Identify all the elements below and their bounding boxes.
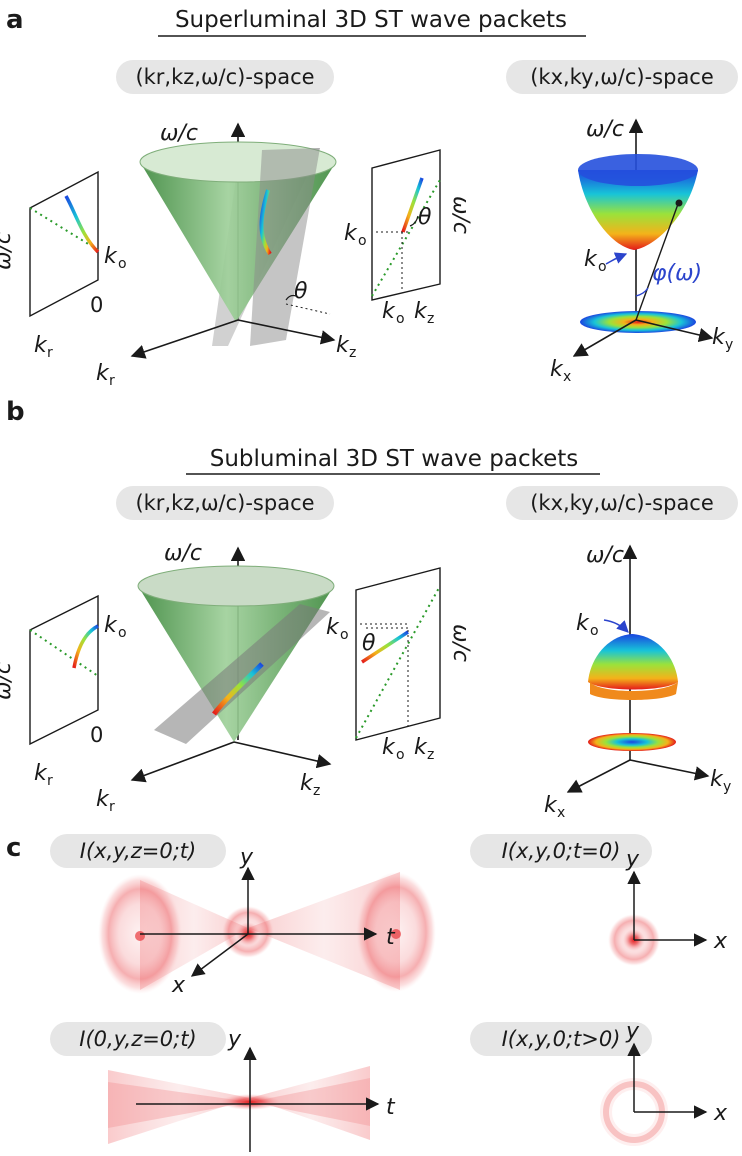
intensity-pill-1 bbox=[50, 834, 226, 868]
t-label-c1: t bbox=[386, 925, 396, 950]
kz-sub-a-proj: z bbox=[427, 311, 434, 327]
ko-label-a-left: k bbox=[104, 244, 118, 269]
t-label-c3: t bbox=[386, 1095, 396, 1120]
kz-label-a-cone: k bbox=[336, 333, 350, 358]
theta-label-b-proj: θ bbox=[362, 631, 376, 656]
kz-label-b-proj: k bbox=[414, 735, 428, 760]
intensity-pill-2 bbox=[470, 834, 652, 868]
kz-sub-b-cone: z bbox=[313, 783, 320, 799]
y-label-c1: y bbox=[239, 845, 254, 870]
ky-label-a: k bbox=[712, 325, 726, 350]
kr-label-a-left: k bbox=[34, 333, 48, 358]
projection-kz-a: θ k o ω/c k o k z bbox=[344, 149, 473, 327]
panel-letter-b: b bbox=[6, 397, 25, 427]
kx-label-a: k bbox=[550, 357, 564, 382]
intensity-xyt-plot: t y x bbox=[98, 845, 436, 998]
space-pill-b-left bbox=[116, 486, 334, 520]
ko-sub-b-proj: o bbox=[340, 627, 349, 643]
ky-sub-a: y bbox=[725, 337, 733, 353]
kz-sub-b-proj: z bbox=[427, 747, 434, 763]
y-label-c3: y bbox=[227, 1027, 242, 1052]
omega-c-label-b-left: ω/c bbox=[0, 662, 16, 700]
ko-sub-a-proj-bottom: o bbox=[396, 311, 405, 327]
kx-sub-a: x bbox=[563, 369, 571, 385]
space-pill-a-right bbox=[506, 60, 738, 94]
intensity-pill-4 bbox=[470, 1022, 652, 1056]
kx-sub-b: x bbox=[557, 805, 565, 821]
ko-label-b-right: k bbox=[576, 611, 590, 636]
intensity-pill-3 bbox=[50, 1022, 226, 1056]
kr-sub-a-left: r bbox=[47, 345, 53, 361]
intensity-xy-t0-plot: x y bbox=[608, 847, 728, 966]
omega-c-label-b-right: ω/c bbox=[586, 543, 624, 568]
ky-sub-b: y bbox=[723, 779, 731, 795]
y-label-c2: y bbox=[625, 847, 640, 872]
kx-label-b: k bbox=[544, 793, 558, 818]
ko-label-a-proj-bottom: k bbox=[382, 299, 396, 324]
x-label-c4: x bbox=[713, 1101, 728, 1126]
space-label-b-right: (kx,ky,ω/c)-space bbox=[530, 491, 714, 515]
intensity-0yt-plot: t y bbox=[108, 1027, 396, 1152]
space-pill-b-right bbox=[506, 486, 738, 520]
space-pill-a-left bbox=[116, 60, 334, 94]
kr-sub-a-cone: r bbox=[109, 373, 115, 389]
ko-label-a-proj: k bbox=[344, 221, 358, 246]
ko-sub-a-right: o bbox=[598, 259, 607, 275]
ko-sub-b-proj-bottom: o bbox=[396, 747, 405, 763]
projection-kr-b: ω/c k o 0 k r bbox=[0, 594, 127, 789]
ko-sub-a-left: o bbox=[118, 256, 127, 272]
kr-label-a-cone: k bbox=[96, 361, 110, 386]
light-cone-b: ω/c k r k z bbox=[96, 541, 335, 815]
intensity-label-1: I(x,y,z=0;t) bbox=[80, 839, 196, 863]
space-label-a-left: (kr,kz,ω/c)-space bbox=[135, 65, 314, 89]
projection-kz-b: θ k o ω/c k o k z bbox=[326, 567, 473, 763]
ko-label-b-left: k bbox=[104, 613, 118, 638]
omega-c-label-b-proj: ω/c bbox=[448, 624, 473, 662]
ko-label-a-right: k bbox=[584, 247, 598, 272]
intensity-label-4: I(x,y,0;t>0) bbox=[502, 1027, 621, 1051]
kz-label-a-proj: k bbox=[414, 299, 428, 324]
intensity-label-3: I(0,y,z=0;t) bbox=[79, 1027, 196, 1051]
light-cone-a: ω/c θ k r k z bbox=[96, 121, 356, 389]
kr-sub-b-cone: r bbox=[109, 799, 115, 815]
panel-letter-c: c bbox=[6, 833, 21, 863]
zero-label-a: 0 bbox=[90, 293, 103, 317]
zero-label-b: 0 bbox=[90, 723, 103, 747]
intensity-label-2: I(x,y,0;t=0) bbox=[502, 839, 621, 863]
x-label-c2: x bbox=[713, 929, 728, 954]
theta-label-a-proj: θ bbox=[418, 205, 432, 230]
omega-c-label-a-right: ω/c bbox=[586, 117, 624, 142]
projection-kr-a: ω/c k o 0 k r bbox=[0, 170, 127, 361]
kr-label-b-left: k bbox=[34, 761, 48, 786]
panel-letter-a: a bbox=[6, 5, 24, 35]
ky-label-b: k bbox=[710, 767, 724, 792]
kxky-space-a: ω/c φ(ω) k o k x k y bbox=[550, 117, 733, 385]
x-label-c1: x bbox=[171, 973, 186, 998]
panel-a-title: Superluminal 3D ST wave packets bbox=[175, 7, 567, 33]
ko-sub-a-proj: o bbox=[358, 233, 367, 249]
omega-c-label-a-cone: ω/c bbox=[160, 121, 198, 146]
kz-sub-a-cone: z bbox=[349, 345, 356, 361]
omega-c-label-b-cone: ω/c bbox=[164, 541, 202, 566]
space-label-a-right: (kx,ky,ω/c)-space bbox=[530, 65, 714, 89]
kz-label-b-cone: k bbox=[300, 771, 314, 796]
ko-label-b-proj-bottom: k bbox=[382, 735, 396, 760]
y-label-c4: y bbox=[625, 1019, 640, 1044]
space-label-b-left: (kr,kz,ω/c)-space bbox=[135, 491, 314, 515]
theta-label-a-cone: θ bbox=[294, 279, 308, 304]
intensity-xy-tpos-plot: x y bbox=[600, 1019, 728, 1146]
kxky-space-b: ω/c k o k x k y bbox=[544, 543, 731, 821]
ko-sub-b-left: o bbox=[118, 625, 127, 641]
phi-label-a: φ(ω) bbox=[652, 261, 702, 286]
panel-b-title: Subluminal 3D ST wave packets bbox=[210, 446, 579, 472]
omega-c-label-a-left: ω/c bbox=[0, 232, 16, 270]
ko-sub-b-right: o bbox=[590, 623, 599, 639]
ko-label-b-proj: k bbox=[326, 615, 340, 640]
kr-sub-b-left: r bbox=[47, 773, 53, 789]
omega-c-label-a-proj: ω/c bbox=[448, 196, 473, 234]
kr-label-b-cone: k bbox=[96, 787, 110, 812]
